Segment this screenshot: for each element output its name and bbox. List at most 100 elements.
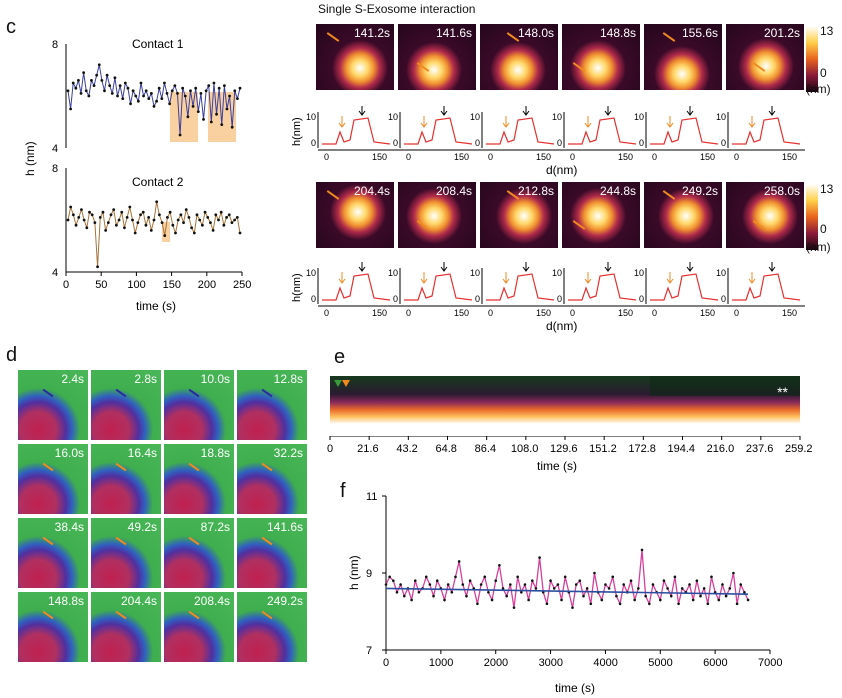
panel-f-point	[384, 583, 388, 586]
panel-f-point	[487, 590, 490, 594]
contact1-point	[183, 94, 187, 98]
contact2-point	[114, 223, 118, 227]
panel-e-xtick: 64.8	[436, 443, 457, 455]
panel-f-point	[468, 579, 472, 582]
panel-f-point	[578, 579, 582, 582]
contact1-point	[155, 99, 159, 103]
panel-d-frame: 208.4s	[164, 592, 234, 662]
profile-line	[404, 117, 473, 145]
panel-f-point	[402, 594, 406, 598]
profile-xtick: 0	[488, 308, 493, 318]
afm-frame: 148.8s	[562, 24, 640, 90]
down-arrow-icon	[420, 272, 428, 284]
profile-xtick: 150	[372, 308, 387, 318]
panel-e-xtick: 172.8	[628, 443, 656, 455]
contact1-point	[199, 92, 203, 95]
contact1-point	[126, 86, 130, 90]
panel-f-point	[593, 571, 596, 575]
profile-xtick: 0	[488, 152, 493, 162]
profile-ytick: 10	[306, 112, 316, 122]
down-arrow-icon	[584, 116, 592, 128]
afm-frame-time: 141.6s	[435, 26, 472, 40]
contact1-point	[209, 120, 213, 124]
panel-f-ytick: 9	[366, 568, 372, 580]
profile-ytick: 10	[470, 112, 480, 122]
contact1-point	[87, 94, 91, 98]
panel-f-ylabel: h (nm)	[347, 555, 361, 590]
afm-frame: 258.0s	[726, 182, 804, 248]
profile-line	[568, 273, 637, 301]
panel-f-point	[552, 587, 556, 590]
afm-frame: 208.4s	[398, 182, 476, 248]
arrow-icon	[42, 462, 54, 472]
profile-xtick: 0	[324, 152, 329, 162]
profile-ytick: 10	[634, 268, 644, 278]
profile-ytick: 0	[721, 294, 726, 304]
panel-d-frame: 2.4s	[18, 370, 88, 440]
profile-xtick: 0	[324, 308, 329, 318]
profile-ytick: 10	[634, 112, 644, 122]
contact1-point	[204, 89, 208, 93]
contact2-point	[217, 218, 220, 222]
panel-f-series-line	[385, 549, 749, 608]
contact1-point	[217, 86, 221, 90]
profile-line	[322, 273, 391, 301]
colorbar-1	[806, 26, 818, 92]
panel-f-point	[494, 579, 498, 582]
contact2-point	[227, 213, 231, 217]
panel-f-point	[743, 590, 746, 594]
contact2-point	[117, 218, 121, 222]
panel-d-frame: 141.6s	[237, 518, 307, 588]
contact1-point	[69, 107, 73, 111]
afm-title: Single S-Exosome interaction	[318, 2, 476, 16]
panel-f-point	[461, 583, 465, 586]
panel-c-xtick: 150	[163, 279, 181, 291]
panel-f-point	[538, 556, 541, 559]
panel-f-point	[585, 587, 589, 590]
panel-f-point	[454, 575, 457, 579]
contact2-point	[69, 205, 73, 209]
panel-f-point	[680, 587, 684, 590]
panel-f-point	[476, 602, 479, 606]
contact1-title: Contact 1	[132, 37, 184, 51]
contact2-point	[136, 221, 140, 225]
panel-f-point	[490, 598, 494, 602]
panel-f-point	[428, 583, 432, 586]
afm-frame-time: 249.2s	[681, 184, 718, 198]
panel-e-xtick: 216.0	[707, 443, 735, 455]
contact1-point	[74, 86, 78, 90]
panel-d-frame-time: 204.4s	[120, 594, 157, 608]
contact1-ytick-bottom: 4	[52, 143, 58, 155]
colorbar-2-bottom: 0	[820, 222, 827, 236]
panel-e-xtick: 194.4	[668, 443, 696, 455]
contact1-point	[100, 79, 104, 82]
profile-xtick: 0	[570, 308, 575, 318]
profile-xtick: 150	[454, 308, 469, 318]
profile-xtick: 150	[454, 152, 469, 162]
contact1-point	[222, 84, 226, 87]
profile-ytick: 10	[388, 268, 398, 278]
profile-line	[650, 273, 719, 301]
panel-f-xtick: 7000	[758, 657, 782, 669]
panel-d-frame: 32.2s	[237, 444, 307, 514]
arrow-icon	[662, 32, 676, 42]
down-arrow-icon	[338, 272, 346, 284]
panel-c-xtick: 0	[63, 279, 69, 291]
contact1-point	[95, 73, 99, 77]
contact1-point	[147, 97, 151, 100]
contact2-point	[85, 226, 89, 230]
afm-frame: 244.8s	[562, 182, 640, 248]
panel-f-point	[677, 602, 680, 606]
profile-ytick: 0	[557, 294, 562, 304]
panel-f-point	[589, 602, 593, 606]
panel-f-point	[424, 575, 428, 579]
down-arrow-icon	[686, 262, 694, 272]
contact2-point	[106, 221, 110, 225]
panel-f-point	[530, 579, 534, 582]
panel-f-point	[498, 564, 501, 567]
arrow-icon	[115, 462, 127, 472]
panel-d-frame-time: 16.4s	[127, 446, 157, 460]
contact2-title: Contact 2	[132, 175, 184, 189]
